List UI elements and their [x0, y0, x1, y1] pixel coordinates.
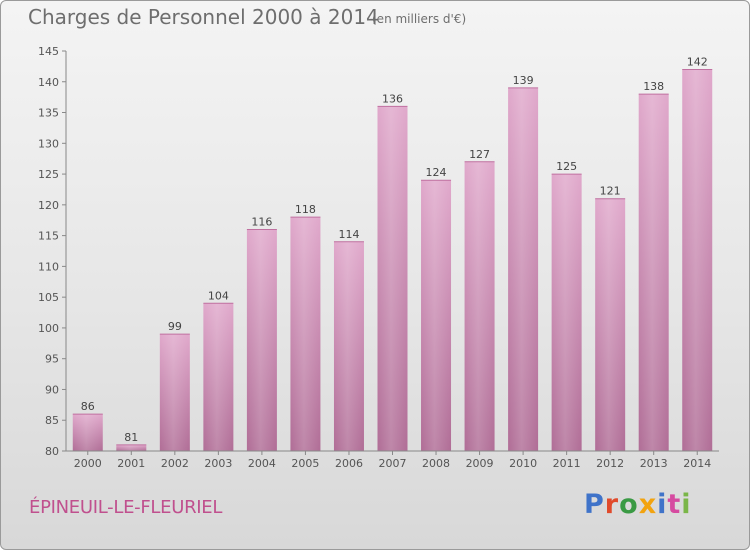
x-tick-label-2013: 2013 — [640, 457, 668, 470]
bar-highlight-2003 — [203, 303, 234, 451]
location-name: ÉPINEUIL-LE-FLEURIEL — [29, 497, 223, 518]
y-tick-label: 85 — [45, 414, 59, 427]
y-tick-label: 120 — [38, 199, 59, 212]
bar-highlight-2001 — [116, 444, 147, 451]
logo-letter: P — [584, 489, 605, 520]
bar-highlight-2008 — [421, 180, 452, 451]
y-tick-label: 135 — [38, 107, 59, 120]
x-tick-label-2002: 2002 — [161, 457, 189, 470]
bar-highlight-2014 — [682, 69, 713, 451]
data-label-2007: 136 — [382, 92, 403, 105]
bar-highlight-2004 — [246, 229, 277, 451]
bar-highlight-2010 — [508, 87, 539, 451]
data-label-2011: 125 — [556, 160, 577, 173]
y-tick-label: 125 — [38, 168, 59, 181]
logo-letter: i — [681, 489, 692, 520]
unit-note: (en milliers d'€) — [372, 12, 467, 26]
x-axis: 2000 2001 2002 2003 2004 2005 2006 2007 2008 2009… — [66, 450, 719, 470]
bar-highlight-2006 — [333, 241, 364, 451]
bar-highlight-2009 — [464, 161, 495, 451]
data-label-2000: 86 — [81, 400, 95, 413]
data-label-2002: 99 — [168, 320, 182, 333]
data-label-2004: 116 — [251, 215, 272, 228]
logo-letter: x — [638, 489, 658, 520]
y-tick-label: 95 — [45, 353, 59, 366]
data-label-2003: 104 — [208, 289, 229, 302]
bar-highlight-2000 — [72, 414, 103, 451]
logo-letter: r — [604, 489, 620, 520]
bar-highlight-2007 — [377, 106, 408, 451]
bars: 86 81 99 104 116 118 114 136 124 127 139 125 121 138 1… — [72, 55, 713, 452]
chart-title: Charges de Personnel 2000 à 2014 — [28, 5, 379, 29]
x-tick-label-2006: 2006 — [335, 457, 363, 470]
x-tick-label-2009: 2009 — [466, 457, 494, 470]
x-tick-label-2004: 2004 — [248, 457, 276, 470]
bar-highlight-2013 — [638, 94, 669, 452]
data-label-2010: 139 — [513, 74, 534, 87]
x-tick-label-2008: 2008 — [422, 457, 450, 470]
bar-highlight-2011 — [551, 174, 582, 452]
x-tick-label-2010: 2010 — [509, 457, 537, 470]
data-label-2009: 127 — [469, 148, 490, 161]
x-tick-label-2000: 2000 — [74, 457, 102, 470]
data-label-2012: 121 — [600, 185, 621, 198]
bar-highlight-2012 — [595, 198, 626, 451]
logo-letter: t — [667, 489, 682, 520]
bar-highlight-2005 — [290, 217, 321, 451]
x-tick-label-2007: 2007 — [379, 457, 407, 470]
data-label-2001: 81 — [124, 431, 138, 444]
x-tick-label-2001: 2001 — [117, 457, 145, 470]
data-label-2014: 142 — [687, 55, 708, 68]
y-tick-label: 145 — [38, 45, 59, 58]
y-tick-label: 130 — [38, 137, 59, 150]
y-tick-label: 90 — [45, 383, 59, 396]
logo-letter: o — [619, 489, 639, 520]
logo-letter: i — [657, 489, 668, 520]
x-tick-label-2014: 2014 — [683, 457, 711, 470]
y-tick-label: 115 — [38, 230, 59, 243]
proxiti-logo[interactable]: Proxiti — [584, 489, 692, 520]
y-tick-label: 105 — [38, 291, 59, 304]
data-label-2005: 118 — [295, 203, 316, 216]
x-tick-label-2012: 2012 — [596, 457, 624, 470]
y-tick-label: 100 — [38, 322, 59, 335]
data-label-2006: 114 — [338, 228, 359, 241]
x-tick-label-2011: 2011 — [553, 457, 581, 470]
bar-highlight-2002 — [159, 334, 190, 451]
x-tick-label-2005: 2005 — [291, 457, 319, 470]
y-axis: 80 85 90 95 100 105 110 115 120 125 130 135 140 145 — [38, 45, 67, 458]
data-label-2008: 124 — [426, 166, 447, 179]
y-tick-label: 80 — [45, 445, 59, 458]
x-tick-label-2003: 2003 — [204, 457, 232, 470]
y-tick-label: 140 — [38, 76, 59, 89]
y-tick-label: 110 — [38, 260, 59, 273]
data-label-2013: 138 — [643, 80, 664, 93]
